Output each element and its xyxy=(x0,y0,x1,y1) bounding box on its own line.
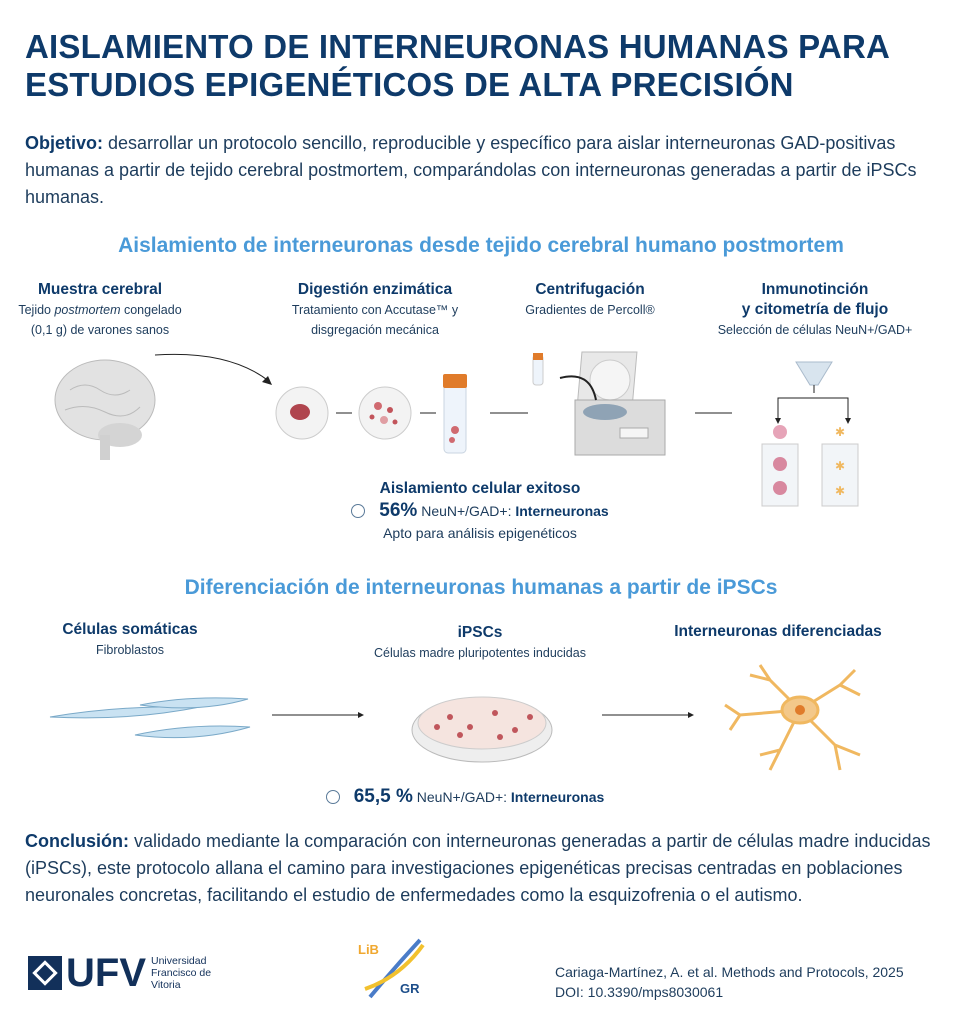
dna-icon xyxy=(364,938,425,999)
fibroblast-icon xyxy=(49,697,251,739)
neuron-icon xyxy=(724,664,861,771)
doi-link[interactable]: DOI: 10.3390/mps8030061 xyxy=(555,984,724,1000)
check-circle-icon xyxy=(325,790,340,804)
step-centrifugation: Centrifugación Gradientes de Percoll® xyxy=(525,281,655,317)
petri-dish-cells-icon xyxy=(358,386,412,440)
svg-text:✱: ✱ xyxy=(835,459,845,473)
step-digestion: Digestión enzimática Tratamiento con Acc… xyxy=(291,281,459,337)
falcon-tube-icon xyxy=(443,374,467,454)
ufv-logo: UFV Universidad Francisco de Vitoria xyxy=(28,953,211,993)
objective: Objetivo: desarrollar un protocolo senci… xyxy=(25,133,917,207)
ipsc-result: 65,5 % NeuN+/GAD+: Interneuronas xyxy=(265,786,665,808)
petri-dish-tissue-icon xyxy=(275,386,329,440)
isolation-result: Aislamiento celular exitoso 56% NeuN+/GA… xyxy=(280,478,680,544)
step-flow-cytometry: Inmunotinción y citometría de flujo Sele… xyxy=(717,281,913,337)
step-somatic-cells: Células somáticas Fibroblastos xyxy=(62,621,198,657)
check-circle-icon xyxy=(351,504,366,518)
citation: Cariaga-Martínez, A. et al. Methods and … xyxy=(555,964,904,1000)
page-title: AISLAMIENTO DE INTERNEURONAS HUMANAS PAR… xyxy=(25,28,891,103)
svg-text:✱: ✱ xyxy=(835,425,845,439)
centrifuge-icon xyxy=(532,351,666,456)
flow-cytometer-icon: ✱ ✱ ✱ xyxy=(761,361,859,507)
svg-text:✱: ✱ xyxy=(835,484,845,498)
arrow-icon xyxy=(154,353,271,383)
section1-heading: Aislamiento de interneuronas desde tejid… xyxy=(118,234,844,257)
conclusion: Conclusión: validado mediante la compara… xyxy=(25,831,931,905)
petri-dish-ipsc-icon xyxy=(411,696,553,763)
isolation-workflow-illustration: ✱ ✱ ✱ xyxy=(54,351,859,507)
lib-gr-logo: LiB GR xyxy=(355,937,430,1002)
brain-icon xyxy=(54,359,156,460)
step-interneurons: Interneuronas diferenciadas xyxy=(674,623,882,640)
step-ipscs: iPSCs Células madre pluripotentes induci… xyxy=(374,624,586,660)
ufv-emblem-icon xyxy=(28,956,62,990)
step-brain-sample: Muestra cerebral Tejido postmortem conge… xyxy=(18,281,182,337)
ipsc-workflow-illustration xyxy=(49,664,861,771)
section2-heading: Diferenciación de interneuronas humanas … xyxy=(184,576,778,599)
